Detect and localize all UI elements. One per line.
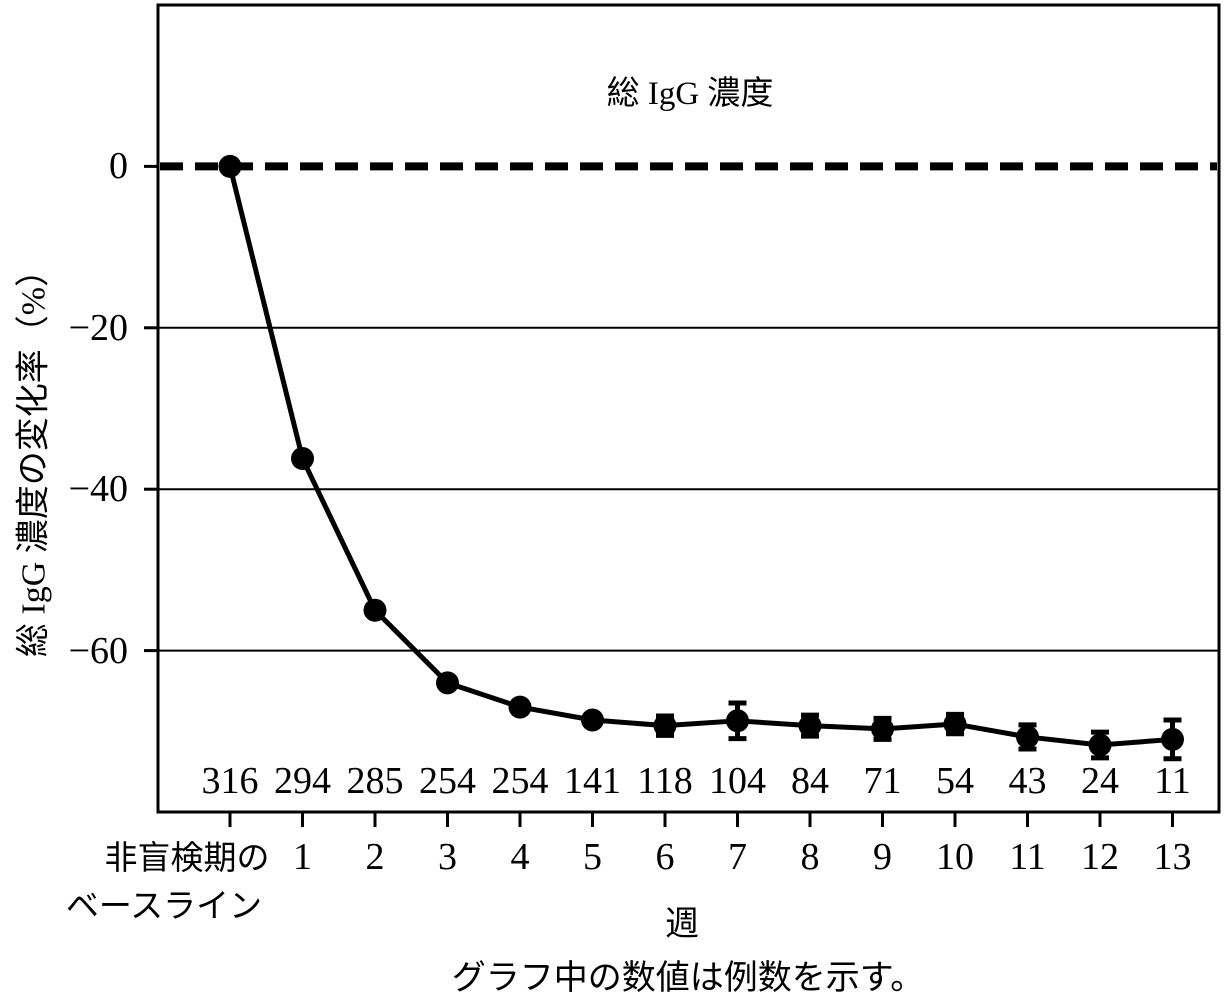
y-tick-label: −40	[68, 468, 128, 511]
n-count-label: 11	[1154, 760, 1191, 802]
n-count-label: 104	[709, 760, 766, 802]
data-point-marker	[653, 714, 677, 738]
n-count-label: 316	[201, 760, 259, 802]
n-count-label: 254	[419, 760, 476, 802]
data-point-marker	[943, 712, 967, 736]
x-tick-label: 10	[936, 836, 974, 878]
y-tick-label: −60	[68, 629, 128, 672]
y-tick-label: −20	[68, 306, 128, 349]
x-tick-label: 5	[583, 836, 602, 878]
x-tick-label: 2	[365, 836, 385, 878]
series-line	[227, 165, 1173, 748]
figure-caption: グラフ中の数値は例数を示す。	[451, 960, 925, 997]
n-count-label: 294	[274, 760, 331, 802]
n-count-label: 285	[346, 760, 404, 802]
x-tick-label: 6	[655, 836, 675, 878]
data-point-marker	[581, 708, 604, 732]
n-count-label: 24	[1081, 760, 1119, 802]
data-point-marker	[436, 671, 459, 695]
x-tick-label: 9	[873, 836, 892, 878]
x-tick-label: 1	[293, 836, 312, 878]
n-count-label: 43	[1008, 760, 1047, 802]
x-tick-label: 4	[510, 836, 530, 878]
plot-border	[156, 3, 1221, 814]
n-count-label: 254	[491, 760, 549, 802]
data-point-marker	[508, 695, 532, 719]
data-point-marker	[363, 598, 387, 622]
data-point-marker	[1016, 725, 1039, 749]
n-count-label: 118	[637, 760, 693, 802]
x-tick-label: 11	[1009, 836, 1046, 878]
x-axis-label: 週	[665, 906, 699, 943]
data-point-marker	[1161, 727, 1184, 751]
x-tick-label: 8	[800, 836, 820, 878]
x-tick-label: 3	[438, 836, 457, 878]
n-count-label: 71	[863, 760, 902, 802]
x-tick-label: 13	[1153, 836, 1192, 878]
data-point-marker	[871, 717, 894, 741]
n-count-label: 84	[791, 760, 829, 802]
data-point-marker	[1088, 733, 1112, 757]
data-point-marker	[798, 714, 822, 738]
chart-title: 総 IgG 濃度	[606, 76, 774, 112]
n-count-label: 54	[936, 760, 974, 802]
x-tick-label: 7	[728, 836, 747, 878]
x-tick-label-baseline-line1: 非盲検期の	[104, 841, 270, 877]
n-count-label: 141	[564, 760, 621, 802]
data-point-marker	[218, 154, 242, 178]
x-tick-label-baseline-line2: ベースライン	[65, 889, 263, 925]
data-point-marker	[291, 447, 314, 471]
data-point-marker	[726, 709, 749, 733]
y-tick-label: 0	[109, 145, 128, 188]
x-tick-label: 12	[1081, 836, 1119, 878]
